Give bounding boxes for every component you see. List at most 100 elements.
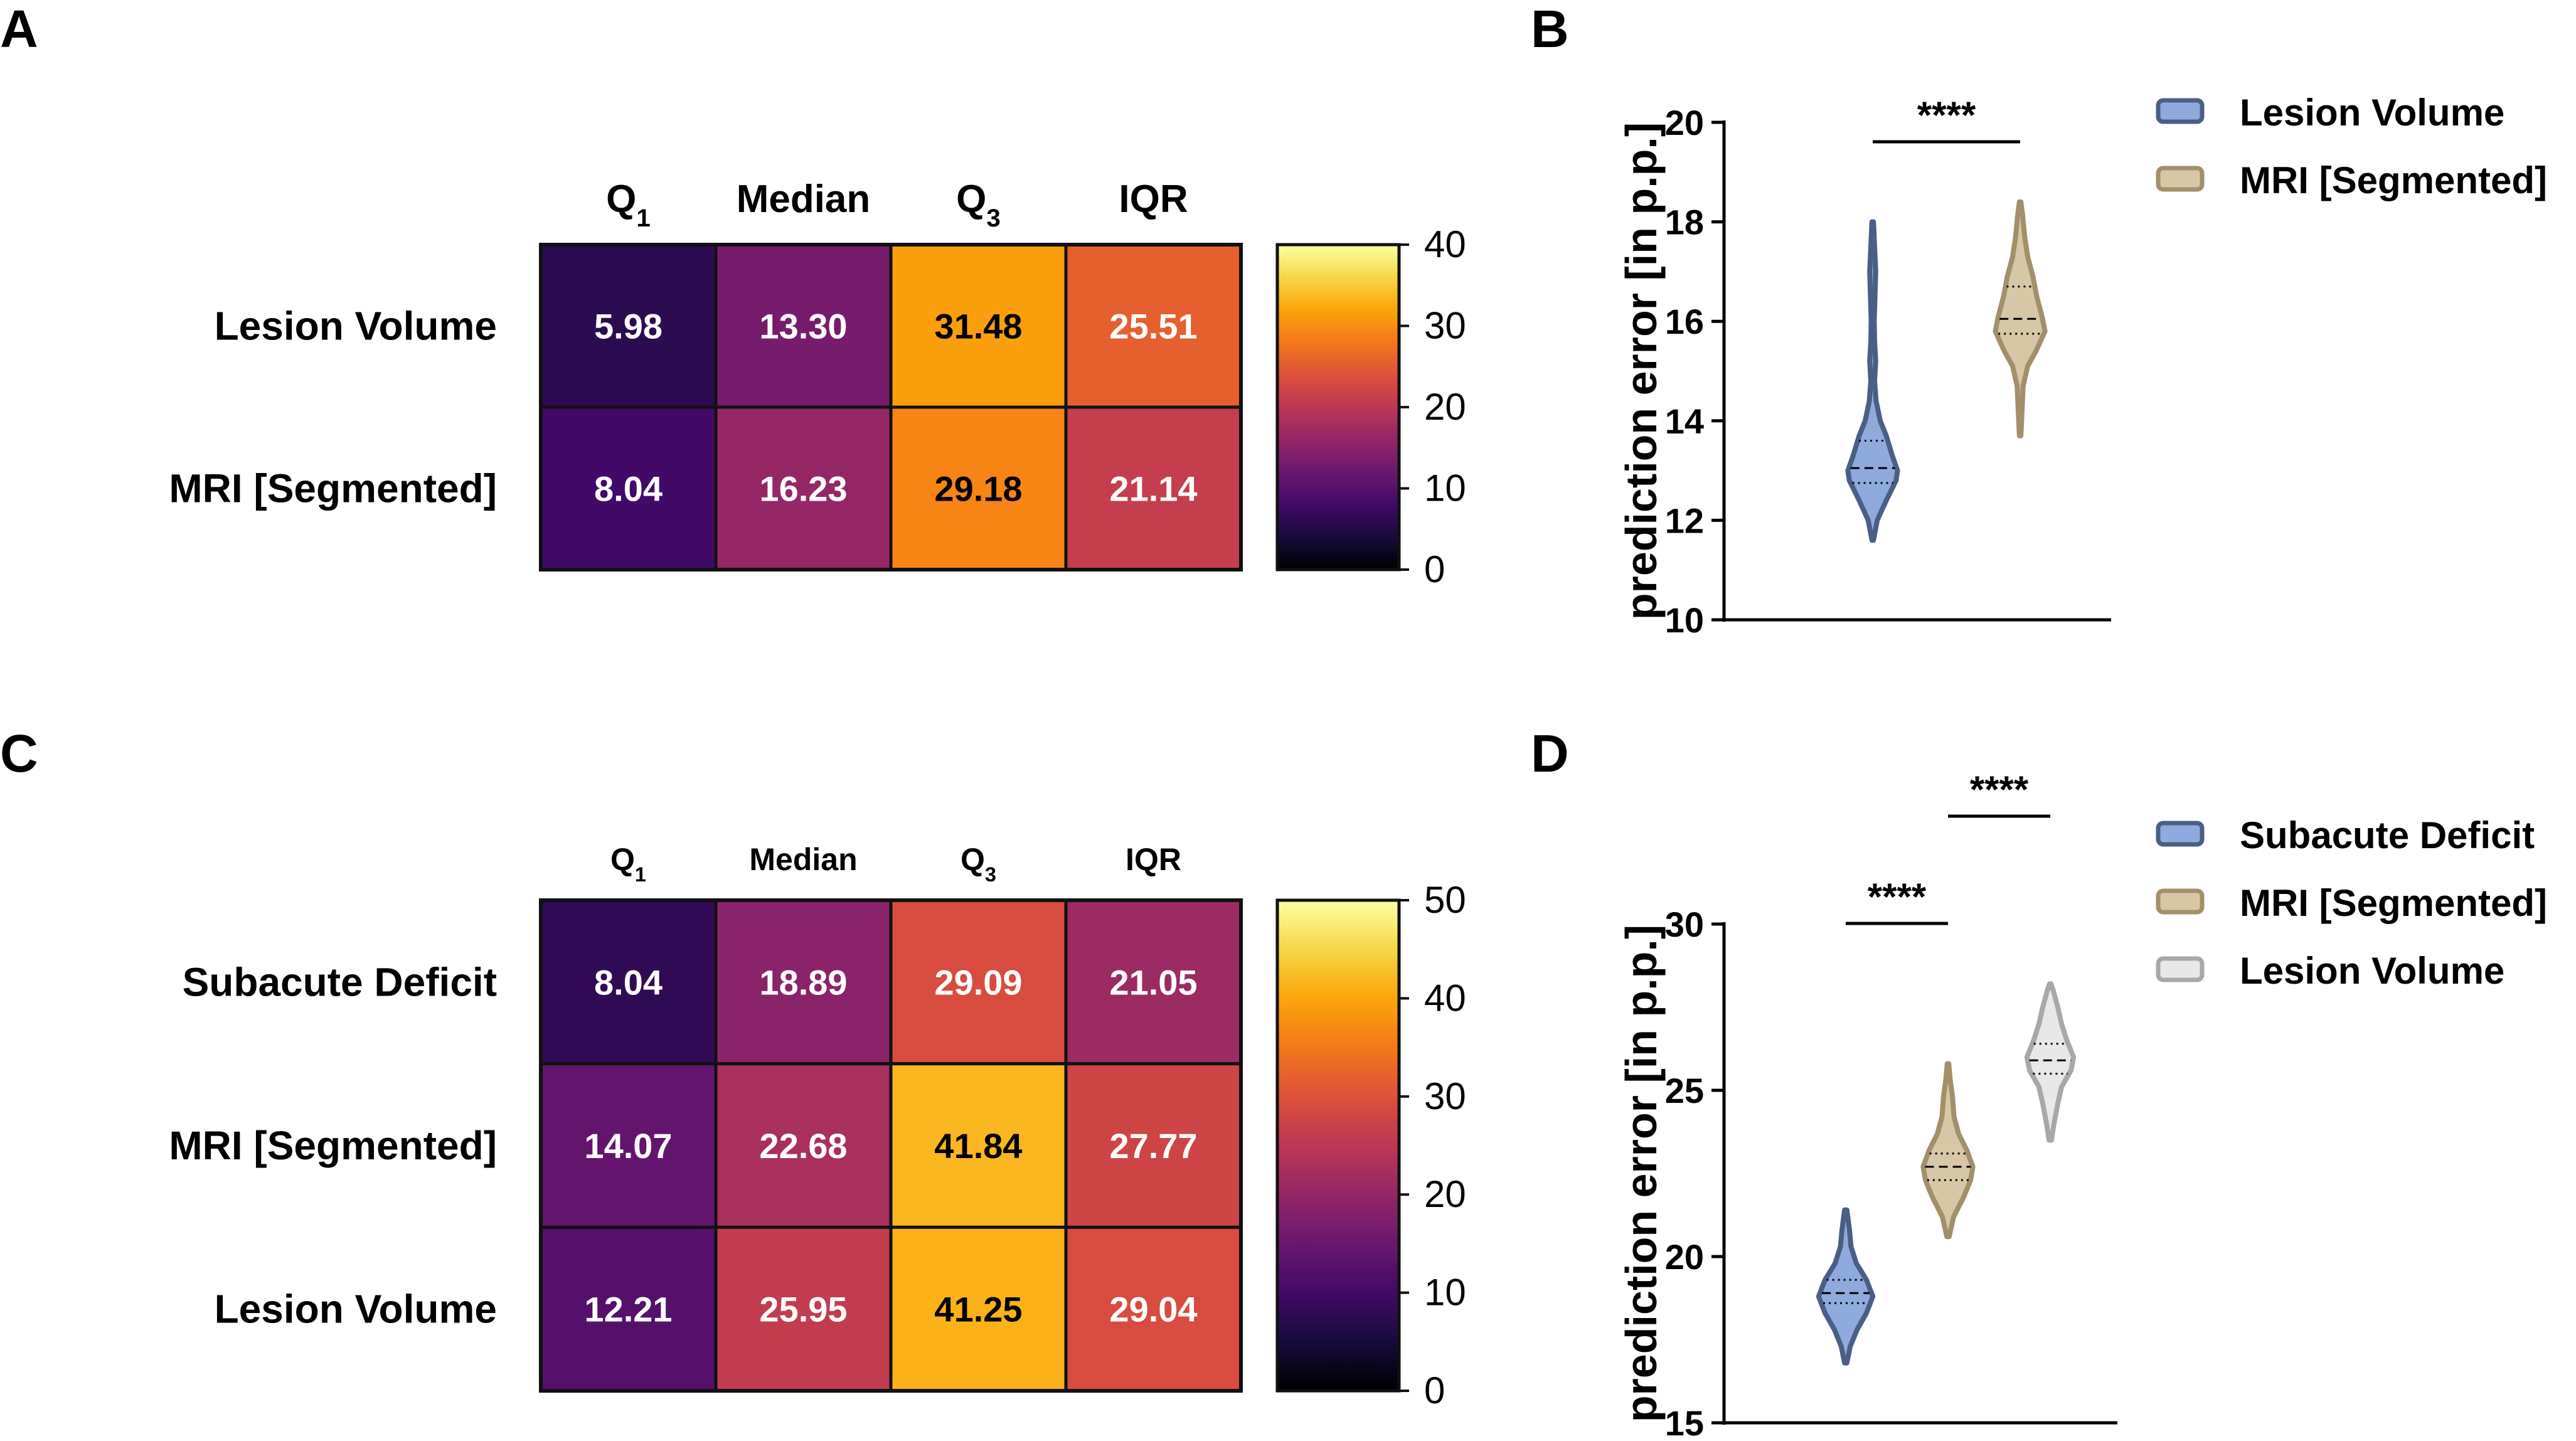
column-header-median: Median bbox=[737, 178, 871, 221]
y-axis-label: prediction error [in p.p.] bbox=[1617, 925, 1666, 1422]
row-label-lesion-volume: Lesion Volume bbox=[215, 1287, 497, 1332]
heatmap-cell bbox=[714, 1225, 893, 1393]
y-tick-label: 30 bbox=[1665, 905, 1704, 944]
row-label-mri-segmented: MRI [Segmented] bbox=[169, 466, 497, 511]
cell-value: 8.04 bbox=[594, 469, 663, 509]
cell-value: 13.30 bbox=[759, 307, 847, 346]
heatmap-cell bbox=[714, 405, 893, 572]
legend-label-subacute-deficit: Subacute Deficit bbox=[2240, 814, 2535, 856]
cell-value: 29.04 bbox=[1109, 1290, 1197, 1329]
cell-value: 29.09 bbox=[934, 962, 1022, 1002]
y-tick-label: 16 bbox=[1665, 302, 1704, 341]
colorbar bbox=[1275, 243, 1401, 572]
legend-swatch bbox=[2156, 821, 2205, 847]
legend-label-lesion-volume: Lesion Volume bbox=[2240, 950, 2504, 992]
cell-value: 21.05 bbox=[1109, 962, 1197, 1002]
panel-letter-c: C bbox=[0, 724, 38, 783]
heatmap-cell bbox=[1064, 405, 1243, 572]
heatmap-cell bbox=[714, 243, 893, 409]
y-tick-label: 18 bbox=[1665, 203, 1704, 242]
colorbar-tick-label: 30 bbox=[1424, 305, 1466, 347]
colorbar-tick-label: 30 bbox=[1424, 1075, 1466, 1117]
y-tick-label: 15 bbox=[1665, 1403, 1704, 1441]
row-label-lesion-volume: Lesion Volume bbox=[215, 304, 497, 349]
colorbar-tick-label: 40 bbox=[1424, 977, 1466, 1019]
y-tick-label: 20 bbox=[1665, 103, 1704, 142]
heatmap-cell bbox=[539, 1225, 718, 1393]
cell-value: 12.21 bbox=[584, 1290, 672, 1329]
legend-swatch bbox=[2156, 98, 2205, 124]
cell-value: 25.95 bbox=[759, 1290, 847, 1329]
heatmap-cell bbox=[539, 243, 718, 409]
legend-swatch bbox=[2156, 956, 2205, 982]
cell-value: 41.84 bbox=[934, 1126, 1022, 1166]
cell-value: 41.25 bbox=[934, 1290, 1022, 1329]
heatmap-border bbox=[539, 243, 1243, 572]
colorbar-tick-label: 40 bbox=[1424, 223, 1466, 265]
colorbar-tick-label: 10 bbox=[1424, 1272, 1466, 1314]
heatmap-cell bbox=[889, 1062, 1068, 1229]
heatmap-cell bbox=[889, 1225, 1068, 1393]
violin-subacute-deficit bbox=[1816, 1207, 1876, 1366]
significance-label: **** bbox=[1868, 876, 1927, 918]
heatmap-cell bbox=[714, 898, 893, 1066]
colorbar-tick-label: 10 bbox=[1424, 467, 1466, 509]
violin-lesion-volume bbox=[2024, 981, 2077, 1143]
legend-swatch bbox=[2156, 166, 2205, 192]
panel-letter-d: D bbox=[1531, 724, 1569, 783]
legend-label-mri-segmented: MRI [Segmented] bbox=[2240, 882, 2547, 924]
legend-label-lesion-volume: Lesion Volume bbox=[2240, 92, 2504, 134]
heatmap-cell bbox=[889, 898, 1068, 1066]
column-header-q1: Q1 bbox=[610, 842, 646, 886]
heatmap-cell bbox=[714, 1062, 893, 1229]
heatmap-panel-c: Q1 Median Q3 IQR Subacute Deficit MRI [Segmen… bbox=[169, 842, 1466, 1412]
colorbar-tick-label: 0 bbox=[1424, 548, 1445, 590]
cell-value: 31.48 bbox=[934, 307, 1022, 346]
heatmap-cell bbox=[1064, 1062, 1243, 1229]
heatmap-panel-a: Q1 Median Q3 IQR Lesion Volume MRI [Segmented… bbox=[169, 178, 1466, 590]
column-header-median: Median bbox=[749, 842, 857, 877]
cell-value: 18.89 bbox=[759, 962, 847, 1002]
legend-label-mri-segmented: MRI [Segmented] bbox=[2240, 159, 2547, 201]
colorbar-tick-label: 0 bbox=[1424, 1369, 1445, 1412]
colorbar-tick-label: 20 bbox=[1424, 1173, 1466, 1215]
row-label-mri-segmented: MRI [Segmented] bbox=[169, 1123, 497, 1168]
y-tick-label: 20 bbox=[1665, 1237, 1704, 1277]
cell-value: 14.07 bbox=[584, 1126, 672, 1166]
column-header-q3: Q3 bbox=[956, 178, 1001, 232]
y-tick-label: 10 bbox=[1665, 600, 1704, 640]
heatmap-cell bbox=[539, 1062, 718, 1229]
cell-value: 5.98 bbox=[594, 307, 663, 346]
significance-label: **** bbox=[1917, 94, 1976, 136]
y-tick-label: 14 bbox=[1665, 401, 1704, 441]
cell-value: 25.51 bbox=[1109, 307, 1197, 346]
y-tick-label: 25 bbox=[1665, 1071, 1704, 1110]
cell-value: 27.77 bbox=[1109, 1126, 1197, 1166]
heatmap-cell bbox=[1064, 1225, 1243, 1393]
row-label-subacute-deficit: Subacute Deficit bbox=[183, 959, 497, 1004]
significance-label: **** bbox=[1970, 768, 2029, 811]
cell-value: 8.04 bbox=[594, 962, 663, 1002]
y-tick-label: 12 bbox=[1665, 501, 1704, 540]
cell-value: 16.23 bbox=[759, 469, 847, 509]
legend-swatch bbox=[2156, 888, 2205, 915]
cell-value: 22.68 bbox=[759, 1126, 847, 1166]
colorbar bbox=[1275, 898, 1401, 1393]
violin-mri-segmented bbox=[1920, 1061, 1976, 1240]
column-header-iqr: IQR bbox=[1126, 842, 1181, 877]
cell-value: 29.18 bbox=[934, 469, 1022, 509]
panel-letter-b: B bbox=[1531, 0, 1569, 58]
y-axis-label: prediction error [in p.p.] bbox=[1617, 122, 1666, 620]
panel-letter-a: A bbox=[0, 0, 38, 58]
column-header-q3: Q3 bbox=[961, 842, 996, 886]
cell-value: 21.14 bbox=[1109, 469, 1197, 509]
colorbar-tick-label: 50 bbox=[1424, 879, 1466, 921]
heatmap-border bbox=[539, 898, 1243, 1393]
colorbar-tick-label: 20 bbox=[1424, 386, 1466, 428]
violin-lesion-volume bbox=[1845, 219, 1900, 543]
column-header-q1: Q1 bbox=[606, 178, 651, 232]
column-header-iqr: IQR bbox=[1119, 178, 1188, 221]
